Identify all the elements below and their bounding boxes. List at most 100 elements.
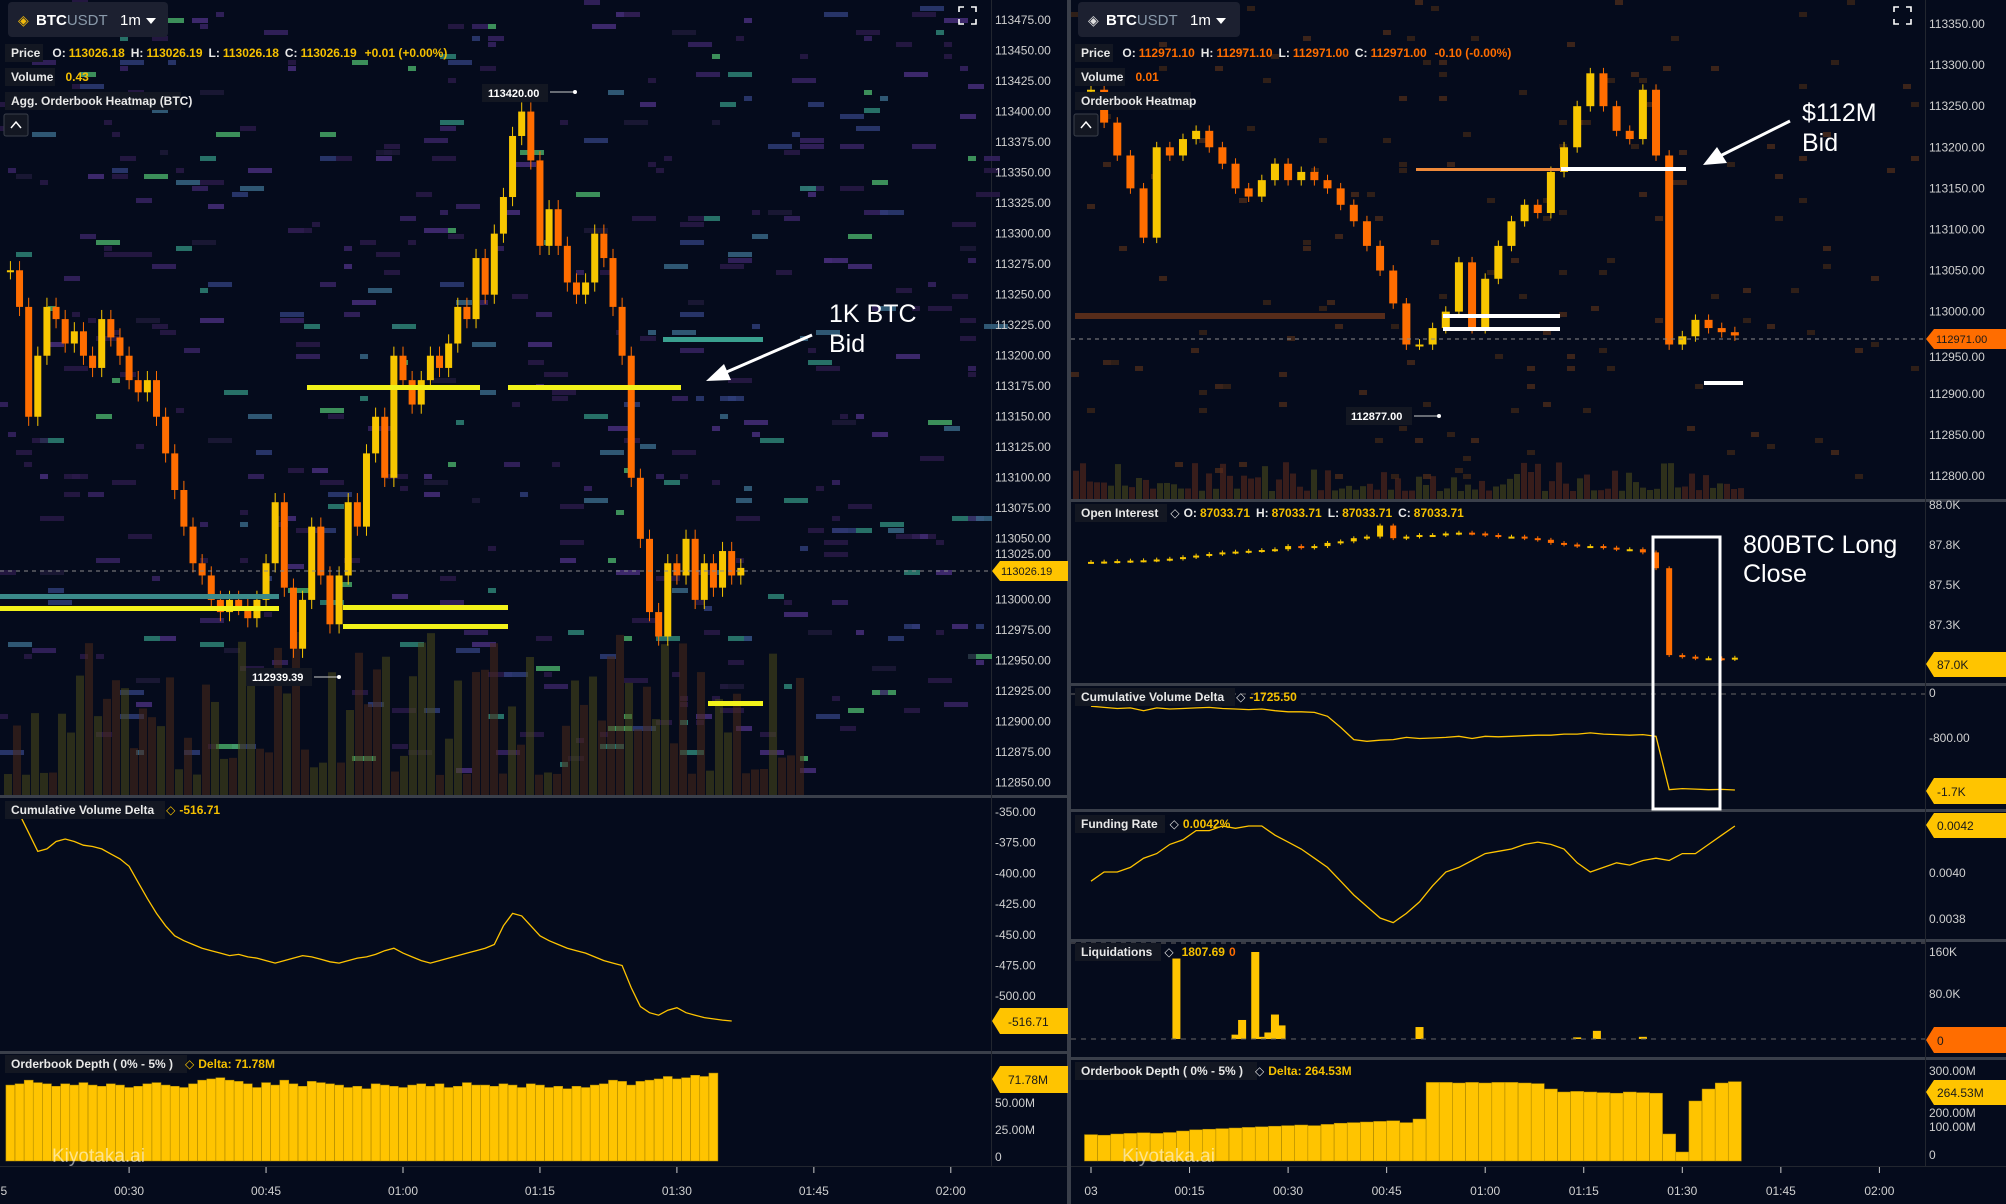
heatmap-cell bbox=[736, 498, 752, 503]
heatmap-cell bbox=[200, 24, 208, 29]
volume-bar bbox=[301, 749, 309, 795]
depth-bar-right bbox=[1675, 1151, 1690, 1162]
settings-diamond-icon[interactable]: ◇ bbox=[185, 1057, 195, 1071]
volume-bar bbox=[274, 647, 282, 795]
heatmap-cell bbox=[328, 414, 344, 419]
price-tick-left: 112850.00 bbox=[995, 776, 1051, 790]
annotation-800btc-long-close: 800BTC Long Close bbox=[1651, 531, 1897, 811]
high-value: 113026.19 bbox=[146, 46, 202, 60]
heatmap-cell bbox=[1631, 72, 1639, 77]
low-label: L: bbox=[1279, 46, 1290, 60]
heatmap-cell bbox=[936, 540, 944, 545]
fullscreen-button-left[interactable] bbox=[958, 6, 977, 25]
collapse-legend-button-left[interactable] bbox=[3, 113, 29, 137]
heatmap-cell bbox=[832, 420, 856, 425]
heatmap-cell bbox=[720, 102, 736, 107]
heatmap-cell bbox=[40, 474, 48, 479]
heatmap-cell bbox=[968, 366, 976, 371]
depth-tick-right: 100.00M bbox=[1929, 1120, 1976, 1134]
symbol-selector-left[interactable]: ◈ BTCUSDT 1m bbox=[8, 2, 168, 37]
candle bbox=[1612, 106, 1621, 131]
heatmap-cell bbox=[584, 228, 608, 233]
heatmap-cell bbox=[696, 396, 704, 401]
annotation-line-1: 800BTC Long bbox=[1743, 531, 1897, 559]
volume-bar bbox=[1248, 478, 1254, 499]
heatmap-cell bbox=[864, 108, 880, 113]
heatmap-cell bbox=[1655, 318, 1663, 323]
heatmap-cell bbox=[848, 504, 872, 509]
heatmap-cell bbox=[1799, 198, 1807, 203]
heatmap-cell bbox=[528, 360, 544, 365]
candle bbox=[308, 526, 316, 600]
heatmap-cell bbox=[784, 498, 808, 503]
price-tick-right: 113000.00 bbox=[1929, 305, 1985, 319]
heatmap-cell bbox=[824, 540, 848, 545]
interval-label[interactable]: 1m bbox=[1190, 12, 1211, 29]
settings-diamond-icon[interactable]: ◇ bbox=[1170, 506, 1180, 520]
heatmap-cell bbox=[904, 708, 920, 713]
heatmap-cell bbox=[328, 504, 344, 509]
heatmap-cell bbox=[392, 324, 416, 329]
settings-diamond-icon[interactable]: ◇ bbox=[1236, 690, 1246, 704]
heatmap-cell bbox=[864, 90, 872, 95]
heatmap-cell bbox=[0, 714, 8, 719]
oi-candle bbox=[1206, 553, 1213, 556]
heatmap-cell bbox=[872, 432, 880, 437]
depth-tag-value: 71.78M bbox=[1008, 1073, 1048, 1087]
heatmap-cell bbox=[712, 480, 720, 485]
price-tick-left: 113050.00 bbox=[995, 532, 1051, 546]
heatmap-cell bbox=[976, 516, 992, 521]
heatmap-cell bbox=[488, 24, 496, 29]
candle bbox=[499, 197, 507, 234]
heatmap-cell bbox=[808, 102, 824, 107]
heatmap-cell bbox=[120, 156, 136, 161]
heatmap-cell bbox=[1471, 438, 1479, 443]
settings-diamond-icon[interactable]: ◇ bbox=[1255, 1064, 1265, 1078]
symbol-selector-right[interactable]: ◈ BTCUSDT 1m bbox=[1078, 2, 1240, 37]
heatmap-cell bbox=[904, 570, 920, 575]
price-tick-left: 113375.00 bbox=[995, 135, 1051, 149]
heatmap-cell bbox=[1431, 240, 1439, 245]
settings-diamond-icon[interactable]: ◇ bbox=[1164, 945, 1174, 959]
oi-candle bbox=[1088, 561, 1094, 564]
heatmap-cell bbox=[1135, 366, 1143, 371]
high-label: H: bbox=[1256, 506, 1269, 520]
heatmap-cell bbox=[880, 522, 904, 527]
heatmap-cell bbox=[944, 42, 952, 47]
heatmap-cell bbox=[752, 324, 760, 329]
heatmap-cell bbox=[664, 156, 672, 161]
heatmap-cell bbox=[952, 294, 968, 299]
chevron-down-icon[interactable] bbox=[146, 18, 156, 24]
heatmap-cell bbox=[648, 162, 656, 167]
fullscreen-button-right[interactable] bbox=[1893, 6, 1912, 25]
heatmap-cell bbox=[768, 594, 784, 599]
heatmap-cell bbox=[440, 600, 464, 605]
heatmap-cell bbox=[760, 732, 776, 737]
candle bbox=[1087, 89, 1095, 92]
volume-bar bbox=[1654, 488, 1660, 499]
settings-diamond-icon[interactable]: ◇ bbox=[1170, 817, 1180, 831]
volume-bar bbox=[130, 748, 138, 795]
volume-bar bbox=[76, 675, 84, 795]
heatmap-cell bbox=[136, 444, 144, 449]
collapse-legend-button-right[interactable] bbox=[1073, 113, 1099, 137]
interval-label[interactable]: 1m bbox=[120, 12, 141, 29]
liquidation-bar bbox=[1277, 1025, 1286, 1039]
volume-bar bbox=[283, 693, 291, 795]
liquidations-short-value: 0 bbox=[1229, 945, 1236, 959]
heatmap-cell bbox=[896, 354, 920, 359]
heatmap-cell bbox=[1303, 240, 1311, 245]
heatmap-cell bbox=[624, 12, 640, 17]
depth-bar-right bbox=[1544, 1088, 1558, 1162]
depth-bar-left bbox=[535, 1084, 545, 1162]
settings-diamond-icon[interactable]: ◇ bbox=[166, 803, 176, 817]
volume-bar bbox=[4, 774, 12, 795]
volume-bar bbox=[1591, 490, 1597, 499]
heatmap-cell bbox=[376, 156, 392, 161]
time-tick-right: 03 bbox=[1084, 1184, 1098, 1198]
heatmap-cell bbox=[1423, 402, 1431, 407]
depth-bar-left bbox=[14, 1083, 25, 1162]
volume-bar bbox=[607, 656, 615, 795]
oi-candle bbox=[1101, 561, 1108, 564]
chevron-down-icon[interactable] bbox=[1216, 18, 1226, 24]
